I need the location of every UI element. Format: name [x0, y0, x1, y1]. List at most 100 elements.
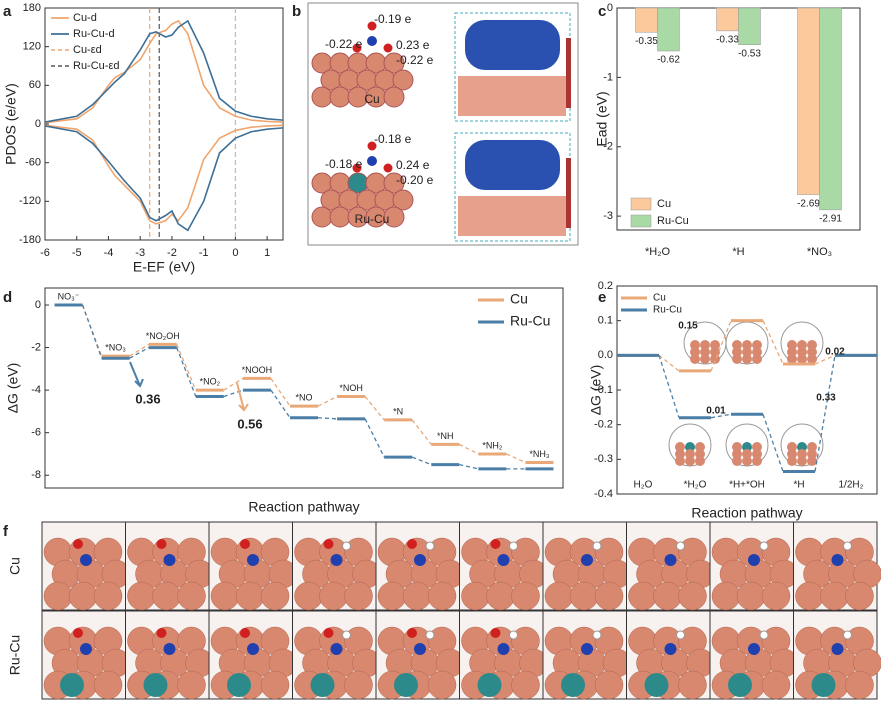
x-axis-label: Reaction pathway — [691, 505, 802, 521]
step-label: *NOOH — [242, 365, 273, 375]
atom — [675, 456, 685, 466]
y-tick-label: -6 — [31, 427, 41, 439]
x-tick-label: *NO₃ — [807, 246, 832, 258]
atom — [384, 164, 393, 173]
atom — [462, 582, 490, 610]
charge-label: 0.23 e — [396, 38, 430, 52]
atom — [629, 582, 657, 610]
charge-label: -0.20 e — [396, 173, 434, 187]
atom — [240, 539, 250, 549]
step-label: *NOH — [339, 383, 363, 393]
atom — [426, 631, 434, 639]
atom — [240, 628, 250, 638]
atom — [324, 539, 334, 549]
x-tick-label: -2 — [167, 247, 177, 259]
atom — [728, 673, 752, 697]
colorbar — [566, 38, 571, 108]
atom — [403, 582, 431, 610]
atom — [832, 554, 844, 566]
atom — [593, 631, 601, 639]
atom — [73, 539, 83, 549]
step-label: *NO — [295, 392, 312, 402]
atom — [595, 582, 623, 610]
connector — [130, 344, 149, 356]
row-label: Ru-Cu — [7, 635, 23, 675]
atom — [570, 582, 598, 610]
atom — [787, 456, 797, 466]
bar — [717, 8, 739, 31]
colorbar — [566, 158, 571, 228]
annotation: 0.02 — [825, 347, 845, 358]
y-tick-label: 60 — [29, 79, 41, 91]
atom — [595, 671, 623, 699]
bar — [658, 8, 680, 51]
charge-label: -0.18 e — [374, 132, 412, 146]
y-tick-label: -1 — [603, 71, 613, 83]
charge-map — [458, 196, 566, 236]
x-tick-label: -3 — [135, 247, 145, 259]
y-tick-label: -4 — [31, 384, 41, 396]
annotation: 0.56 — [237, 416, 262, 431]
atom — [247, 643, 259, 655]
atom — [844, 542, 852, 550]
y-tick-label: 0 — [607, 2, 613, 14]
x-tick-label: *H — [732, 246, 744, 258]
atom — [261, 671, 289, 699]
connector — [318, 418, 337, 419]
x-tick-label: -1 — [199, 247, 209, 259]
atom — [407, 628, 417, 638]
structure-label: Ru-Cu — [355, 212, 390, 226]
atom — [654, 582, 682, 610]
x-tick-label: -4 — [104, 247, 114, 259]
atom — [478, 673, 502, 697]
atom — [742, 354, 752, 364]
legend-label: Ru-Cu-εd — [73, 60, 119, 72]
atom — [510, 542, 518, 550]
atom — [700, 354, 710, 364]
atom — [737, 582, 765, 610]
atom — [324, 628, 334, 638]
connector — [224, 378, 243, 390]
atom — [512, 671, 540, 699]
atom — [844, 631, 852, 639]
atom — [807, 456, 817, 466]
atom — [752, 456, 762, 466]
legend-swatch — [631, 215, 651, 227]
atom — [797, 456, 807, 466]
atom — [44, 582, 72, 610]
atom — [178, 671, 206, 699]
step-label: *NO₃ — [105, 342, 126, 352]
connector — [318, 397, 337, 407]
y-axis-label: ΔG (eV) — [5, 363, 21, 414]
atom — [428, 671, 456, 699]
atom — [384, 87, 404, 107]
atom — [378, 582, 406, 610]
connector — [365, 397, 384, 420]
y-tick-label: -60 — [25, 157, 41, 169]
row-label: Cu — [7, 557, 23, 575]
y-tick-label: 180 — [23, 2, 41, 14]
atom — [512, 582, 540, 610]
atom — [311, 673, 335, 697]
atom — [665, 643, 677, 655]
x-axis-label: E-EF (eV) — [133, 259, 195, 275]
connector — [177, 344, 196, 390]
y-axis-label: Ead (eV) — [594, 91, 610, 146]
atom — [426, 542, 434, 550]
y-tick-label: -2 — [31, 341, 41, 353]
atom — [261, 582, 289, 610]
y-tick-label: 0.0 — [598, 349, 613, 361]
x-tick-label: H₂O — [634, 480, 653, 491]
bar-value-label: -0.53 — [738, 48, 761, 59]
annotation: 0.15 — [678, 321, 698, 332]
y-tick-label: 0.2 — [598, 280, 613, 292]
atom — [748, 554, 760, 566]
y-tick-label: -0.2 — [594, 419, 613, 431]
atom — [581, 643, 593, 655]
atom — [236, 582, 264, 610]
atom — [561, 673, 585, 697]
atom — [343, 542, 351, 550]
bar-value-label: -2.69 — [797, 198, 820, 209]
bar-value-label: -0.35 — [635, 36, 658, 47]
